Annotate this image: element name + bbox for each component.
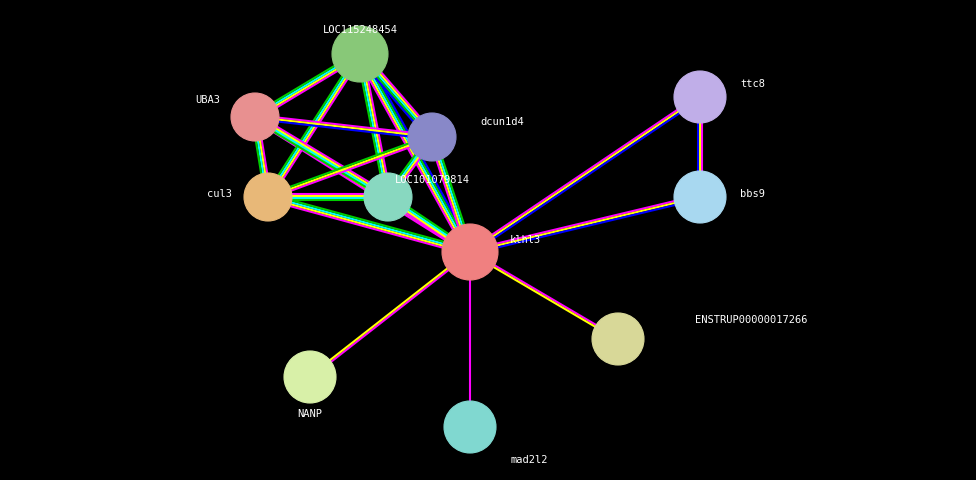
Circle shape xyxy=(231,94,279,142)
Text: NANP: NANP xyxy=(298,408,322,418)
Circle shape xyxy=(332,27,388,83)
Circle shape xyxy=(244,174,292,222)
Text: dcun1d4: dcun1d4 xyxy=(480,117,524,127)
Text: UBA3: UBA3 xyxy=(195,95,220,105)
Circle shape xyxy=(674,72,726,124)
Circle shape xyxy=(442,225,498,280)
Text: LOC101079814: LOC101079814 xyxy=(395,175,470,185)
Circle shape xyxy=(674,172,726,224)
Text: LOC115248454: LOC115248454 xyxy=(322,25,397,35)
Text: ENSTRUP00000017266: ENSTRUP00000017266 xyxy=(695,314,807,324)
Circle shape xyxy=(408,114,456,162)
Text: bbs9: bbs9 xyxy=(740,189,765,199)
Text: ttc8: ttc8 xyxy=(740,79,765,89)
Circle shape xyxy=(444,401,496,453)
Text: cul3: cul3 xyxy=(207,189,232,199)
Text: mad2l2: mad2l2 xyxy=(510,454,548,464)
Circle shape xyxy=(364,174,412,222)
Circle shape xyxy=(592,313,644,365)
Text: klhl3: klhl3 xyxy=(510,235,542,244)
Circle shape xyxy=(284,351,336,403)
